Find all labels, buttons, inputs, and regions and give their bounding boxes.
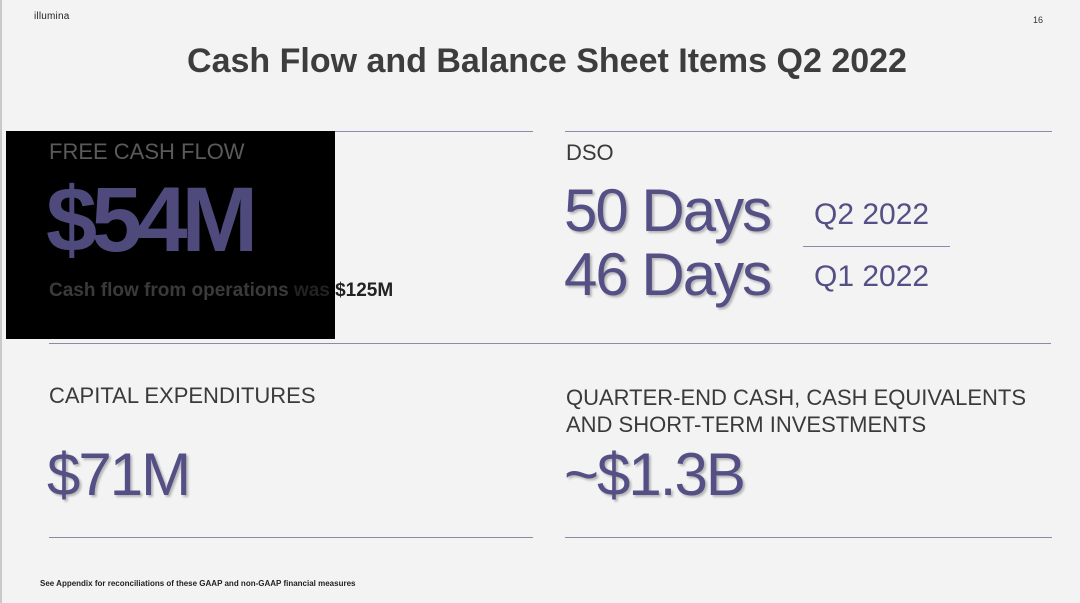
cash-value: ~$1.3B [564,441,746,508]
capex-value: $71M [47,441,191,508]
free-cash-flow-value: $54M [46,169,258,271]
slide-title: Cash Flow and Balance Sheet Items Q2 202… [187,42,907,80]
dso-current-period: Q2 2022 [814,198,930,231]
cash-flow-operations-part2: was $125M [288,280,394,301]
dso-current-value: 50 Days [564,177,772,244]
dso-prior-period: Q1 2022 [814,260,930,293]
dso-label: DSO [566,140,614,165]
footnote: See Appendix for reconciliations of thes… [40,579,356,588]
free-cash-flow-label: FREE CASH FLOW [49,139,245,164]
dso-divider [803,246,950,247]
cash-flow-operations-part1: Cash flow from operations [49,280,289,301]
illumina-logo: illumina [34,11,70,22]
redaction-box [6,131,335,339]
cash-label-line2: AND SHORT-TERM INVESTMENTS [566,412,927,437]
middle-rule [49,343,1051,344]
cash-label-line1: QUARTER-END CASH, CASH EQUIVALENTS [566,385,1027,410]
top-right-rule [565,131,1052,132]
dso-prior-value: 46 Days [564,241,772,308]
page-number: 16 [1032,15,1043,25]
cash-flow-operations-text: Cash flow from operations was $125M [49,280,393,302]
bottom-left-rule [49,537,533,538]
bottom-right-rule [565,537,1052,538]
capex-label: CAPITAL EXPENDITURES [49,383,316,408]
